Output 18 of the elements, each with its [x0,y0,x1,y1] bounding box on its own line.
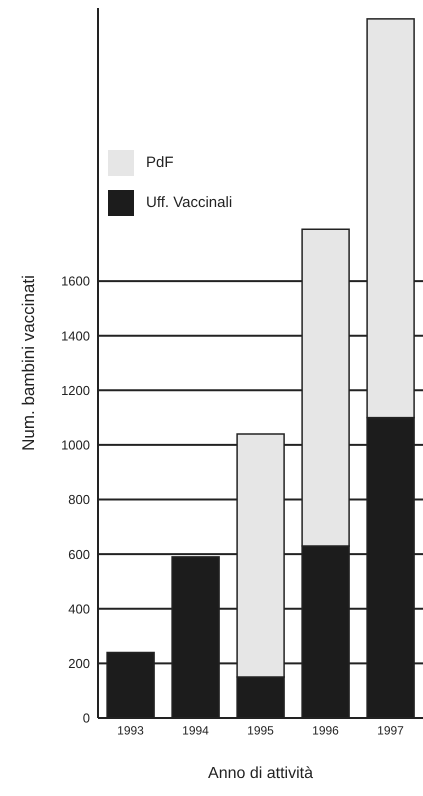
legend-label: Uff. Vaccinali [146,194,232,211]
y-tick-label: 600 [68,546,90,562]
y-tick-label: 1000 [61,438,90,453]
x-tick-label: 1995 [247,724,274,738]
x-tick-label: 1996 [312,724,340,738]
legend-label: PdF [146,154,174,171]
x-axis-title: Anno di attività [208,765,314,782]
y-tick-label: 1600 [61,274,90,289]
y-tick-label: 400 [68,601,90,616]
y-tick-label: 1400 [61,328,90,344]
y-tick-label: 0 [82,710,90,726]
y-tick-label: 200 [68,656,90,671]
y-tick-label: 1200 [61,382,90,398]
y-tick-label: 800 [68,492,90,508]
x-tick-label: 1994 [182,724,210,738]
x-tick-label: 1993 [117,724,144,738]
x-tick-label: 1997 [377,724,404,738]
y-axis-title: Num. bambini vaccinati [19,275,38,451]
